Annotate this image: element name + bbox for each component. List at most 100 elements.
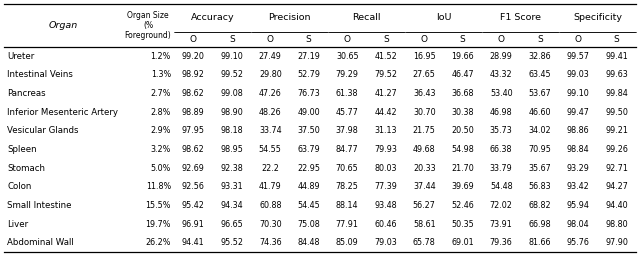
Text: 99.50: 99.50: [605, 108, 628, 117]
Text: 41.52: 41.52: [374, 52, 397, 61]
Text: O: O: [267, 35, 274, 44]
Text: 36.68: 36.68: [451, 89, 474, 98]
Text: Specificity: Specificity: [573, 13, 622, 23]
Text: 54.55: 54.55: [259, 145, 282, 154]
Text: 31.13: 31.13: [374, 126, 397, 135]
Text: 88.14: 88.14: [336, 201, 358, 210]
Text: 16.95: 16.95: [413, 52, 436, 61]
Text: 94.27: 94.27: [605, 182, 628, 191]
Text: 45.77: 45.77: [336, 108, 358, 117]
Text: 69.01: 69.01: [451, 238, 474, 247]
Text: O: O: [575, 35, 582, 44]
Text: 99.41: 99.41: [605, 52, 628, 61]
Text: Recall: Recall: [352, 13, 381, 23]
Text: 99.84: 99.84: [605, 89, 628, 98]
Text: 37.44: 37.44: [413, 182, 436, 191]
Text: 1.2%: 1.2%: [150, 52, 171, 61]
Text: 84.48: 84.48: [298, 238, 320, 247]
Text: 11.8%: 11.8%: [146, 182, 171, 191]
Text: 95.42: 95.42: [182, 201, 205, 210]
Text: S: S: [460, 35, 466, 44]
Text: 63.79: 63.79: [298, 145, 320, 154]
Text: 54.48: 54.48: [490, 182, 513, 191]
Text: 27.19: 27.19: [298, 52, 320, 61]
Text: Organ: Organ: [49, 21, 77, 30]
Text: 70.95: 70.95: [528, 145, 551, 154]
Text: 98.84: 98.84: [567, 145, 589, 154]
Text: 66.98: 66.98: [529, 219, 551, 229]
Text: 98.18: 98.18: [220, 126, 243, 135]
Text: 3.2%: 3.2%: [150, 145, 171, 154]
Text: Abdominal Wall: Abdominal Wall: [7, 238, 74, 247]
Text: S: S: [383, 35, 388, 44]
Text: 21.75: 21.75: [413, 126, 436, 135]
Text: Stomach: Stomach: [7, 164, 45, 173]
Text: 36.43: 36.43: [413, 89, 435, 98]
Text: 2.8%: 2.8%: [150, 108, 171, 117]
Text: 72.02: 72.02: [490, 201, 513, 210]
Text: 52.46: 52.46: [451, 201, 474, 210]
Text: 65.78: 65.78: [413, 238, 436, 247]
Text: 44.42: 44.42: [374, 108, 397, 117]
Text: 98.92: 98.92: [182, 70, 205, 80]
Text: 92.71: 92.71: [605, 164, 628, 173]
Text: 92.69: 92.69: [182, 164, 205, 173]
Text: 95.94: 95.94: [567, 201, 589, 210]
Text: 79.93: 79.93: [374, 145, 397, 154]
Text: 22.95: 22.95: [297, 164, 320, 173]
Text: 54.45: 54.45: [298, 201, 320, 210]
Text: 54.98: 54.98: [451, 145, 474, 154]
Text: 93.31: 93.31: [220, 182, 243, 191]
Text: 93.48: 93.48: [374, 201, 397, 210]
Text: 99.57: 99.57: [567, 52, 589, 61]
Text: O: O: [344, 35, 351, 44]
Text: S: S: [537, 35, 543, 44]
Text: Colon: Colon: [7, 182, 31, 191]
Text: Liver: Liver: [7, 219, 28, 229]
Text: 20.50: 20.50: [451, 126, 474, 135]
Text: 96.65: 96.65: [220, 219, 243, 229]
Text: IoU: IoU: [436, 13, 451, 23]
Text: 99.10: 99.10: [567, 89, 589, 98]
Text: Pancreas: Pancreas: [7, 89, 45, 98]
Text: 94.40: 94.40: [605, 201, 628, 210]
Text: 66.38: 66.38: [490, 145, 513, 154]
Text: 99.52: 99.52: [220, 70, 243, 80]
Text: 97.90: 97.90: [605, 238, 628, 247]
Text: 49.68: 49.68: [413, 145, 436, 154]
Text: 52.79: 52.79: [297, 70, 320, 80]
Text: 15.5%: 15.5%: [145, 201, 171, 210]
Text: 98.86: 98.86: [567, 126, 589, 135]
Text: 74.36: 74.36: [259, 238, 282, 247]
Text: 76.73: 76.73: [298, 89, 320, 98]
Text: 98.62: 98.62: [182, 89, 205, 98]
Text: 92.38: 92.38: [220, 164, 243, 173]
Text: Organ Size
(%
Foreground): Organ Size (% Foreground): [125, 11, 172, 40]
Text: S: S: [229, 35, 235, 44]
Text: 46.60: 46.60: [529, 108, 551, 117]
Text: 21.70: 21.70: [451, 164, 474, 173]
Text: 20.33: 20.33: [413, 164, 436, 173]
Text: F1 Score: F1 Score: [500, 13, 541, 23]
Text: 58.61: 58.61: [413, 219, 436, 229]
Text: 85.09: 85.09: [336, 238, 358, 247]
Text: 95.52: 95.52: [220, 238, 243, 247]
Text: O: O: [420, 35, 428, 44]
Text: 48.26: 48.26: [259, 108, 282, 117]
Text: 79.36: 79.36: [490, 238, 513, 247]
Text: 68.82: 68.82: [529, 201, 551, 210]
Text: 99.10: 99.10: [220, 52, 243, 61]
Text: 2.7%: 2.7%: [150, 89, 171, 98]
Text: 33.74: 33.74: [259, 126, 282, 135]
Text: 41.79: 41.79: [259, 182, 282, 191]
Text: 70.30: 70.30: [259, 219, 282, 229]
Text: 34.02: 34.02: [529, 126, 551, 135]
Text: 39.69: 39.69: [451, 182, 474, 191]
Text: 98.89: 98.89: [182, 108, 205, 117]
Text: 98.90: 98.90: [220, 108, 243, 117]
Text: 30.38: 30.38: [451, 108, 474, 117]
Text: 81.66: 81.66: [529, 238, 551, 247]
Text: 94.41: 94.41: [182, 238, 205, 247]
Text: Spleen: Spleen: [7, 145, 36, 154]
Text: 77.39: 77.39: [374, 182, 397, 191]
